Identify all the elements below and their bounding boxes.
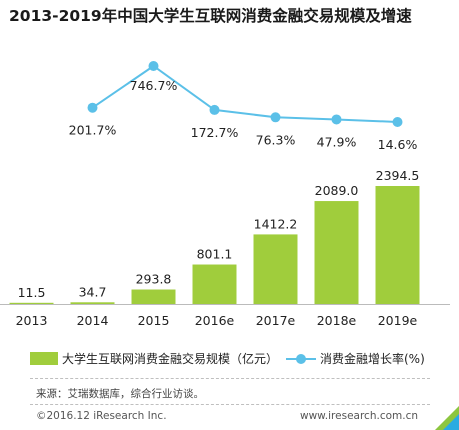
growth-point-2017e (270, 112, 281, 123)
bar-2015 (131, 289, 176, 304)
x-tick-label-2015: 2015 (138, 313, 170, 328)
bar-2017e (253, 234, 298, 304)
copyright-text: ©2016.12 iResearch Inc. (36, 410, 167, 422)
x-tick-label-2016e: 2016e (195, 313, 235, 328)
legend-line-swatch (286, 352, 316, 365)
growth-label-2016e: 172.7% (191, 125, 239, 140)
legend-label-line: 消费金融增长率(%) (320, 352, 425, 366)
website-text: www.iresearch.com.cn (300, 410, 419, 422)
growth-line (91, 64, 398, 123)
bar-label-2016e: 801.1 (197, 247, 233, 262)
growth-point-2016e (209, 104, 220, 115)
combo-chart: 11.5 34.7 293.8 801.1 1412.2 2089.0 2394.5 2013… (0, 61, 450, 328)
corner-decoration (435, 406, 459, 430)
growth-label-2018e: 47.9% (317, 134, 357, 149)
bar-label-2017e: 1412.2 (254, 216, 298, 231)
bar-2013 (9, 302, 54, 304)
corner-blue-triangle (443, 414, 459, 430)
growth-point-2014 (87, 102, 98, 113)
growth-label-2019e: 14.6% (378, 137, 418, 152)
bar-2016e (192, 264, 237, 304)
legend-bar-swatch (30, 352, 58, 365)
x-tick-label-2013: 2013 (16, 313, 48, 328)
growth-label-2017e: 76.3% (256, 132, 296, 147)
chart-title: 2013-2019年中国大学生互联网消费金融交易规模及增速 (9, 7, 412, 25)
bar-label-2015: 293.8 (136, 272, 172, 287)
legend-item-bar: 大学生互联网消费金融交易规模（亿元） (30, 350, 278, 367)
growth-label-2014: 201.7% (69, 123, 117, 138)
bar-label-2018e: 2089.0 (315, 183, 359, 198)
bar-label-2019e: 2394.5 (376, 168, 420, 183)
x-tick-label-2018e: 2018e (317, 313, 357, 328)
growth-label-2015: 746.7% (130, 78, 178, 93)
bar-2014 (70, 302, 115, 304)
bar-label-2014: 34.7 (79, 284, 107, 299)
x-tick-label-2014: 2014 (77, 313, 109, 328)
bar-2018e (314, 201, 359, 304)
growth-point-2018e (331, 114, 342, 125)
growth-point-2019e (392, 117, 403, 127)
source-note: 来源：艾瑞数据库，综合行业访谈。 (36, 388, 204, 400)
bar-2019e (375, 186, 420, 304)
x-tick-label-2017e: 2017e (256, 313, 296, 328)
x-tick-label-2019e: 2019e (378, 313, 418, 328)
footer-divider-top (30, 378, 430, 379)
footer-divider-bottom (30, 404, 430, 405)
legend-item-line: 消费金融增长率(%) (286, 350, 425, 367)
growth-point-2015 (148, 61, 159, 71)
legend-label-bar: 大学生互联网消费金融交易规模（亿元） (62, 352, 279, 366)
bar-label-2013: 11.5 (18, 285, 46, 300)
